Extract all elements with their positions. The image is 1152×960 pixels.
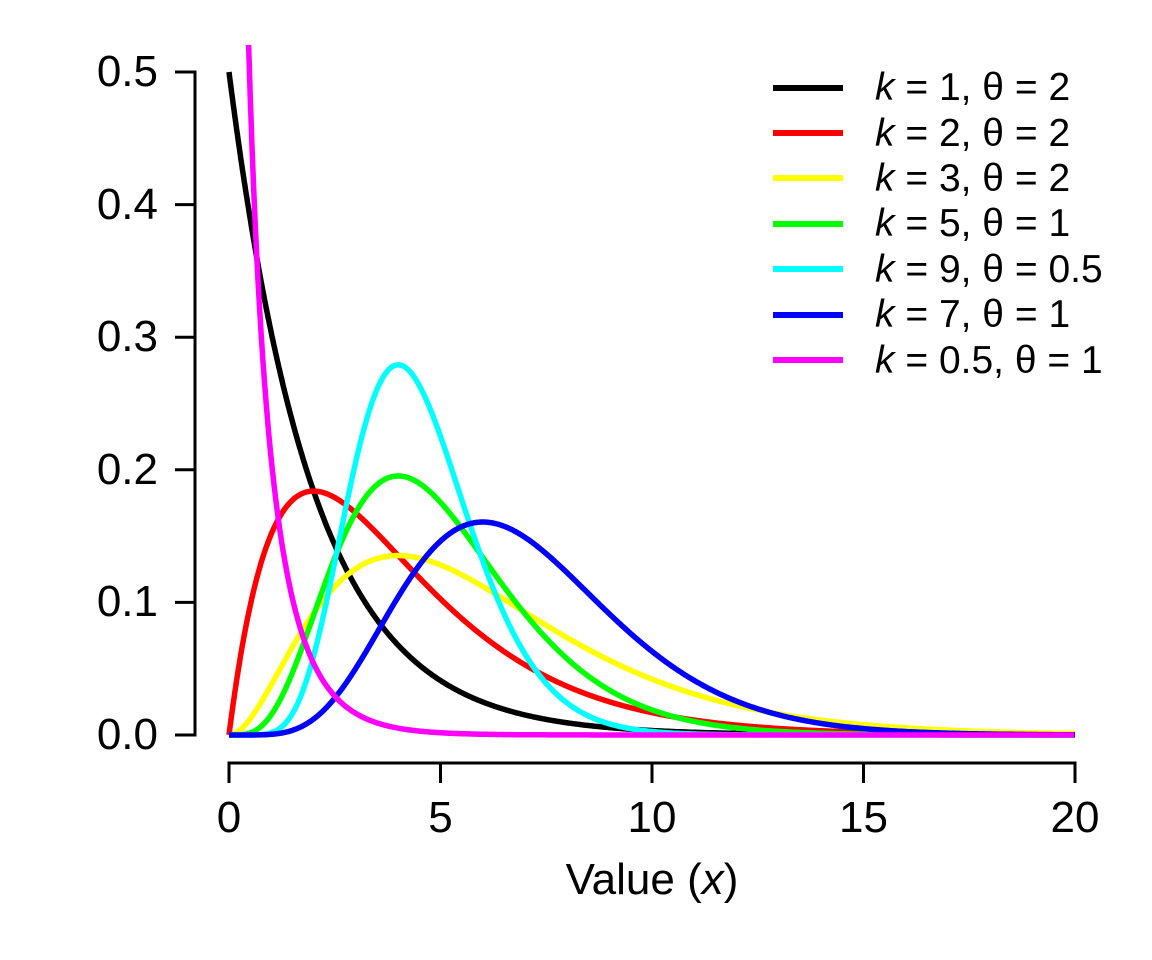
y-tick-label: 0.1 [96,577,158,627]
x-tick-label: 0 [216,793,242,842]
legend-item: k = 7, θ = 1 [773,292,1103,337]
y-tick-label: 0.0 [96,710,158,759]
legend-label: k = 0.5, θ = 1 [875,338,1103,382]
legend-label: k = 2, θ = 2 [875,111,1071,155]
curve-k7-theta1 [227,519,1077,738]
legend-item: k = 2, θ = 2 [773,110,1103,155]
legend-swatch [773,220,843,227]
legend-swatch [773,175,843,182]
legend-label: k = 7, θ = 1 [875,293,1071,337]
legend-swatch [773,84,843,91]
legend-swatch [773,311,843,318]
y-tick-label: 0.5 [96,47,158,96]
legend-label: k = 5, θ = 1 [875,202,1071,246]
legend-label: k = 1, θ = 2 [875,66,1071,110]
curve-k0p5-theta1 [245,45,1077,738]
legend-swatch [773,130,843,137]
legend-swatch [773,266,843,273]
y-tick-label: 0.4 [96,179,158,229]
x-axis-title: Value (x) [565,855,739,904]
legend-item: k = 0.5, θ = 1 [773,337,1103,382]
y-tick-label: 0.2 [96,444,158,494]
legend-item: k = 5, θ = 1 [773,201,1103,246]
x-tick-label: 15 [839,793,888,842]
legend-swatch [773,357,843,364]
x-tick-label: 5 [428,793,453,842]
x-tick-label: 20 [1050,793,1100,842]
y-tick-label: 0.3 [96,312,158,362]
legend-item: k = 1, θ = 2 [773,65,1103,110]
x-tick-label: 10 [627,793,677,842]
curve-k3-theta2 [227,552,1077,738]
legend-label: k = 9, θ = 0.5 [875,247,1103,291]
curve-k5-theta1 [227,473,1077,738]
curve-k2-theta2 [226,488,1077,738]
legend-item: k = 9, θ = 0.5 [773,247,1103,292]
legend-label: k = 3, θ = 2 [875,156,1071,200]
legend-item: k = 3, θ = 2 [773,156,1103,201]
